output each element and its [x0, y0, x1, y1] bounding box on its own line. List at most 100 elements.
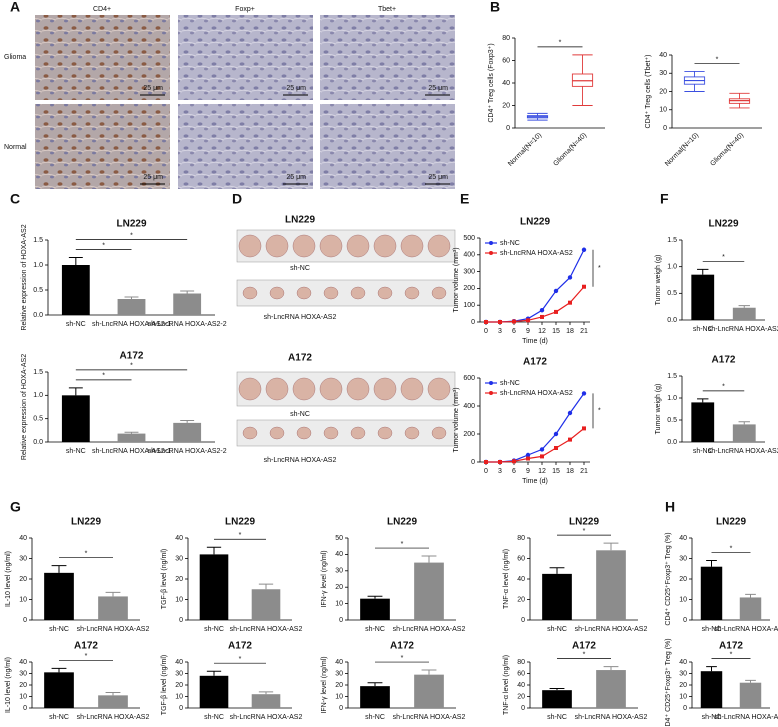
y-tick-label: 20 — [335, 682, 343, 689]
bar — [199, 675, 229, 708]
y-tick-label: 0 — [179, 705, 183, 712]
x-tick-label: sh-NC — [547, 626, 567, 633]
error-bar — [258, 583, 274, 590]
legend-marker — [489, 241, 493, 245]
bar — [173, 293, 202, 315]
y-tick-label: 40 — [659, 52, 667, 59]
tumor — [404, 426, 420, 440]
bar — [199, 554, 229, 620]
y-tick-label: 40 — [19, 659, 27, 666]
significance-label: * — [401, 655, 404, 662]
x-tick-label: sh-NC — [702, 714, 722, 721]
error-bar — [745, 679, 756, 683]
y-tick-label: 20 — [502, 102, 510, 109]
chart-title: LN229 — [708, 219, 738, 230]
significance-label: * — [102, 373, 105, 380]
bar — [700, 671, 723, 708]
panel-a-images — [35, 15, 455, 189]
scale-bar-label: 25 μm — [143, 85, 163, 92]
row-label: sh-NC — [290, 265, 310, 272]
y-axis-label: Tumor volume (mm³) — [453, 247, 460, 312]
tumor — [346, 377, 370, 401]
x-tick-label: 15 — [552, 468, 560, 475]
error-bar — [421, 555, 437, 563]
y-tick-label: 40 — [502, 80, 510, 87]
error-bar — [549, 687, 565, 691]
bar — [61, 265, 90, 315]
y-tick-label: 0 — [339, 705, 343, 712]
tumor — [377, 286, 393, 300]
tumor — [242, 286, 258, 300]
x-tick-label: Normal(N=10) — [507, 132, 543, 168]
marker — [498, 320, 502, 324]
legend-label: sh-NC — [500, 380, 520, 387]
error-bar — [367, 595, 383, 599]
legend-label: sh-LncRNA HOXA-AS2 — [500, 390, 573, 397]
y-tick-label: 50 — [335, 535, 343, 542]
y-tick-label: 0 — [683, 705, 687, 712]
bar — [700, 566, 723, 620]
y-tick-label: 0.0 — [667, 439, 677, 446]
y-tick-label: 0.5 — [33, 287, 43, 294]
significance-label: * — [722, 254, 725, 261]
panel-label: A — [10, 0, 20, 15]
y-tick-label: 20 — [19, 682, 27, 689]
y-tick-label: 40 — [19, 535, 27, 542]
y-tick-label: 60 — [517, 555, 525, 562]
y-tick-label: 600 — [463, 375, 475, 382]
y-axis-label: TNF-α level (ng/ml) — [503, 549, 510, 609]
x-tick-label: 9 — [526, 328, 530, 335]
bar — [414, 562, 444, 620]
y-tick-label: 30 — [335, 568, 343, 575]
legend-marker — [489, 251, 493, 255]
y-axis-label: CD4⁺ Treg cells (Foxp3⁺) — [488, 43, 495, 122]
y-tick-label: 0.5 — [33, 416, 43, 423]
y-tick-label: 60 — [502, 57, 510, 64]
y-tick-label: 0 — [23, 617, 27, 624]
x-tick-label: sh-LncRNA HOXA-AS2-1 — [92, 448, 171, 455]
y-tick-label: 30 — [679, 555, 687, 562]
column-label: CD4+ — [93, 6, 111, 13]
y-tick-label: 20 — [679, 576, 687, 583]
bar — [61, 395, 90, 442]
error-bar — [51, 565, 67, 573]
y-tick-label: 400 — [463, 403, 475, 410]
y-tick-label: 20 — [175, 682, 183, 689]
line — [486, 249, 585, 323]
y-axis-label: IFN-γ level (ng/ml) — [321, 550, 328, 607]
error-bar — [124, 296, 139, 299]
group-title: LN229 — [285, 215, 315, 226]
y-tick-label: 30 — [679, 670, 687, 677]
significance-label: * — [130, 363, 133, 370]
chart-title: LN229 — [569, 517, 599, 528]
error-bar — [549, 567, 565, 574]
x-tick-label: 18 — [566, 328, 574, 335]
y-tick-label: 40 — [679, 659, 687, 666]
panel-label: F — [660, 191, 669, 207]
y-tick-label: 1.5 — [33, 369, 43, 376]
chart-title: LN229 — [225, 517, 255, 528]
scale-bar-label: 25 μm — [286, 174, 306, 181]
significance-label: * — [583, 528, 586, 535]
x-tick-label: sh-LncRNA HOXA-AS2-2 — [148, 321, 227, 328]
marker — [568, 300, 572, 305]
bar — [732, 424, 756, 442]
chart-title: LN229 — [116, 219, 146, 230]
y-tick-label: 10 — [335, 600, 343, 607]
marker — [568, 437, 572, 442]
tumor — [404, 286, 420, 300]
y-tick-label: 60 — [517, 670, 525, 677]
x-tick-label: 6 — [512, 328, 516, 335]
y-tick-label: 30 — [659, 70, 667, 77]
whisker — [684, 70, 705, 92]
x-tick-label: 21 — [580, 328, 588, 335]
whisker — [572, 54, 593, 106]
y-tick-label: 0 — [339, 617, 343, 624]
y-axis-label: Tumor volume (mm³) — [453, 387, 460, 452]
y-axis-label: Relative expression of HOXA-AS2 — [21, 224, 28, 330]
tumor — [400, 234, 424, 258]
bar — [414, 674, 444, 708]
x-tick-label: 15 — [552, 328, 560, 335]
chart-title: A172 — [390, 641, 414, 652]
